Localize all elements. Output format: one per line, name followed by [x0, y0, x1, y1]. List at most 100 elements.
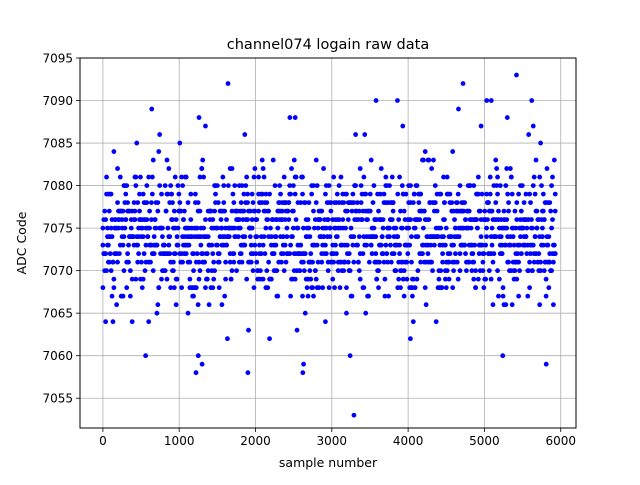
data-point — [254, 259, 260, 265]
data-point — [167, 251, 173, 257]
data-point — [277, 183, 283, 188]
data-point — [327, 234, 333, 240]
data-point — [447, 251, 453, 257]
data-point — [160, 234, 165, 240]
data-point — [430, 268, 435, 274]
data-point — [288, 293, 294, 299]
data-point — [475, 225, 480, 231]
outlier-point — [195, 353, 201, 359]
data-point — [174, 276, 180, 282]
data-point — [168, 183, 174, 188]
data-point — [466, 208, 472, 214]
data-point — [159, 276, 164, 282]
data-point — [127, 268, 133, 274]
data-point — [480, 259, 486, 265]
data-point — [440, 259, 446, 265]
outlier-point — [199, 361, 205, 367]
data-point — [164, 157, 170, 163]
data-point — [172, 251, 178, 257]
outlier-point — [395, 98, 400, 103]
data-point — [195, 200, 201, 206]
data-point — [503, 242, 509, 248]
data-point — [203, 217, 208, 223]
data-point — [446, 276, 452, 282]
data-point — [151, 234, 157, 240]
data-point — [210, 285, 216, 291]
data-point — [234, 268, 239, 274]
data-point — [226, 234, 232, 240]
data-point — [121, 234, 127, 240]
data-point — [177, 200, 183, 206]
data-point — [538, 259, 543, 265]
data-point — [138, 259, 144, 265]
data-point — [508, 174, 514, 180]
data-point — [279, 208, 285, 214]
data-point — [409, 234, 414, 240]
data-point — [396, 276, 402, 282]
data-point — [341, 268, 347, 274]
data-point — [388, 242, 393, 248]
data-point — [551, 242, 557, 248]
data-point — [543, 293, 549, 299]
data-point — [327, 225, 333, 231]
data-point — [435, 234, 441, 240]
data-point — [211, 259, 217, 265]
data-point — [398, 208, 403, 214]
data-point — [197, 208, 203, 214]
data-point — [488, 276, 494, 282]
data-point — [417, 217, 423, 223]
data-point — [483, 276, 489, 282]
data-point — [330, 276, 336, 282]
data-point — [148, 259, 153, 265]
data-point — [380, 225, 386, 231]
data-point — [519, 183, 525, 188]
data-point — [434, 208, 440, 214]
data-point — [515, 251, 521, 257]
data-point — [441, 234, 446, 240]
data-point — [177, 140, 183, 146]
data-point — [105, 225, 110, 231]
y-tick-label: 7080 — [42, 179, 73, 193]
data-point — [225, 336, 230, 342]
data-point — [512, 268, 518, 274]
data-point — [120, 208, 126, 214]
data-point — [200, 251, 206, 257]
data-point — [166, 166, 172, 171]
data-point — [387, 234, 392, 240]
data-point — [185, 200, 191, 206]
data-point — [279, 259, 284, 265]
data-point — [495, 268, 500, 274]
data-point — [105, 242, 111, 248]
data-point — [127, 293, 133, 299]
data-point — [503, 183, 509, 188]
data-point — [163, 208, 169, 214]
data-point — [462, 242, 467, 248]
data-point — [462, 200, 467, 206]
data-point — [428, 242, 434, 248]
outlier-point — [488, 98, 494, 103]
data-point — [516, 293, 522, 299]
data-point — [258, 251, 264, 257]
data-point — [180, 183, 185, 188]
x-tick-label: 5000 — [469, 434, 500, 448]
data-point — [479, 191, 485, 197]
data-point — [495, 191, 500, 197]
data-point — [313, 276, 319, 282]
outlier-point — [408, 336, 413, 342]
data-point — [408, 183, 413, 188]
data-point — [200, 157, 206, 163]
data-point — [273, 234, 279, 240]
data-point — [229, 208, 235, 214]
data-point — [463, 251, 468, 257]
data-point — [343, 225, 348, 231]
data-point — [106, 208, 112, 214]
data-point — [506, 200, 511, 206]
data-point — [145, 234, 151, 240]
outlier-point — [301, 361, 306, 367]
outlier-point — [514, 72, 519, 78]
data-point — [444, 268, 450, 274]
data-point — [109, 293, 115, 299]
data-point — [185, 310, 191, 316]
data-point — [262, 251, 268, 257]
data-point — [544, 166, 550, 171]
